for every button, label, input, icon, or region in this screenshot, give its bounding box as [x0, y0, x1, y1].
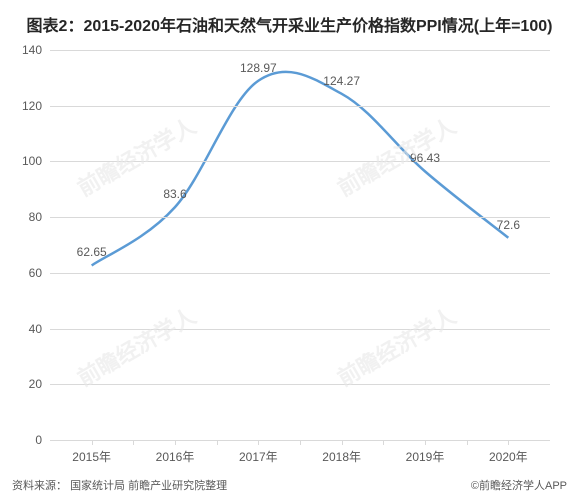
data-label: 124.27	[323, 74, 360, 88]
x-axis-label: 2019年	[406, 448, 445, 465]
gridline	[50, 161, 550, 162]
y-axis-label: 20	[29, 377, 42, 391]
x-axis-label: 2016年	[156, 448, 195, 465]
source-label: 资料来源：	[12, 480, 67, 492]
y-axis-label: 0	[35, 433, 42, 447]
chart-plot-area: 0204060801001201402015年2016年2017年2018年20…	[50, 50, 550, 440]
chart-title: 图表2：2015-2020年石油和天然气开采业生产价格指数PPI情况(上年=10…	[0, 0, 579, 36]
x-tick	[258, 440, 259, 445]
gridline	[50, 50, 550, 51]
y-axis-label: 120	[22, 99, 42, 113]
gridline	[50, 273, 550, 274]
footer-right: ©前瞻经济学人APP	[471, 477, 567, 493]
data-label: 96.43	[410, 151, 440, 165]
x-tick	[467, 440, 468, 445]
gridline	[50, 217, 550, 218]
source-text: 国家统计局 前瞻产业研究院整理	[70, 480, 227, 492]
x-tick	[508, 440, 509, 445]
x-tick	[383, 440, 384, 445]
x-axis-label: 2018年	[322, 448, 361, 465]
line-chart-svg	[50, 50, 550, 440]
x-axis-label: 2020年	[489, 448, 528, 465]
data-label: 128.97	[240, 61, 277, 75]
data-label: 72.6	[497, 218, 520, 232]
gridline	[50, 106, 550, 107]
gridline	[50, 384, 550, 385]
x-tick	[217, 440, 218, 445]
data-label: 62.65	[77, 245, 107, 259]
x-tick	[133, 440, 134, 445]
x-tick	[300, 440, 301, 445]
data-label: 83.6	[163, 187, 186, 201]
x-axis-label: 2015年	[72, 448, 111, 465]
x-tick	[175, 440, 176, 445]
y-axis-label: 80	[29, 210, 42, 224]
y-axis-label: 140	[22, 43, 42, 57]
x-tick	[425, 440, 426, 445]
gridline	[50, 329, 550, 330]
source-line: 资料来源： 国家统计局 前瞻产业研究院整理	[12, 477, 227, 493]
chart-footer: 资料来源： 国家统计局 前瞻产业研究院整理 ©前瞻经济学人APP	[12, 477, 567, 493]
x-tick	[92, 440, 93, 445]
y-axis-label: 60	[29, 266, 42, 280]
y-axis-label: 100	[22, 154, 42, 168]
x-tick	[342, 440, 343, 445]
x-axis-label: 2017年	[239, 448, 278, 465]
y-axis-label: 40	[29, 322, 42, 336]
